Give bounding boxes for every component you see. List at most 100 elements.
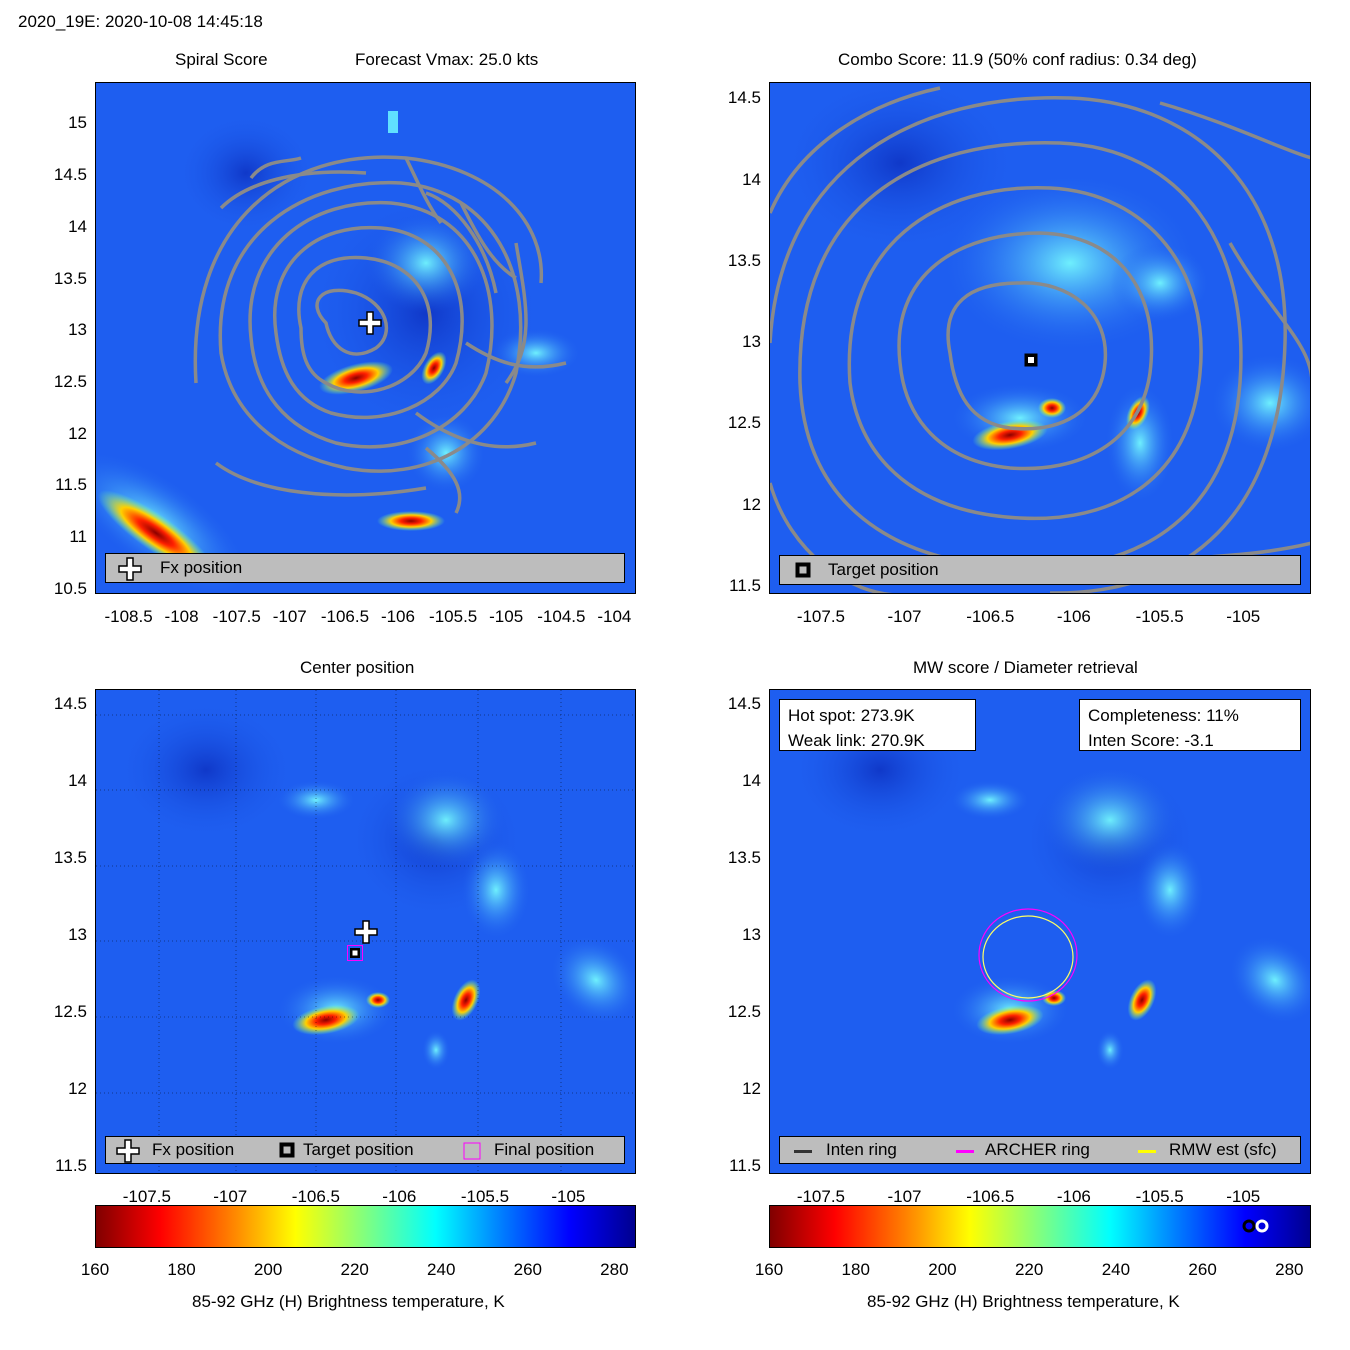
colorbar-tick-label: 200 xyxy=(928,1260,957,1279)
colorbar-left xyxy=(95,1205,636,1248)
y-tick-label: 12 xyxy=(742,494,761,514)
y-tick-label: 11.5 xyxy=(55,1156,87,1176)
x-tick-label: -105 xyxy=(1226,1187,1261,1206)
y-tick-label: 14.5 xyxy=(727,694,761,714)
y-tick-label: 14.5 xyxy=(727,88,761,108)
x-tick-label: -106.5 xyxy=(966,607,1015,626)
legend-target-position: Target position xyxy=(303,1140,414,1159)
target-square-icon xyxy=(278,1141,296,1164)
y-tick-label: 12.5 xyxy=(53,1002,87,1022)
legend-archer-ring: ARCHER ring xyxy=(985,1140,1090,1159)
x-tick-label: -107 xyxy=(272,607,307,626)
y-tick-label: 13 xyxy=(68,320,87,340)
y-tick-label: 13 xyxy=(68,925,87,945)
colorbar-tick-label: 260 xyxy=(1188,1260,1217,1279)
y-tick-label: 14 xyxy=(742,771,761,791)
weak-link-text: Weak link: 270.9K xyxy=(788,731,925,750)
legend-fx-position: Fx position xyxy=(160,558,243,577)
fx-position-marker-center xyxy=(354,920,378,944)
x-tick-label: -106.5 xyxy=(966,1187,1015,1206)
colorbar-tick-label: 260 xyxy=(513,1260,542,1279)
colorbar-tick-label: 280 xyxy=(1275,1260,1304,1279)
x-tick-label: -107 xyxy=(213,1187,248,1206)
x-tick-label: -106 xyxy=(1056,607,1091,626)
plus-icon xyxy=(116,1139,140,1168)
colorbar-tick-label: 240 xyxy=(427,1260,456,1279)
y-tick-label: 13.5 xyxy=(53,268,87,288)
legend-rmw-est: RMW est (sfc) xyxy=(1169,1140,1277,1159)
y-tick-label: 11.5 xyxy=(729,575,761,595)
x-tick-label: -107.5 xyxy=(796,607,846,626)
colorbar-tick-label: 180 xyxy=(167,1260,196,1279)
x-tick-label: -107 xyxy=(887,607,922,626)
final-square-icon xyxy=(463,1142,481,1165)
colorbar-tick-label: 240 xyxy=(1101,1260,1131,1279)
y-tick-label: 10.5 xyxy=(53,578,87,598)
x-tick-label: -106.5 xyxy=(320,607,370,626)
x-tick-label: -108 xyxy=(164,607,199,626)
x-tick-label: -105.5 xyxy=(1135,1187,1184,1206)
x-tick-label: -105.5 xyxy=(429,607,478,626)
x-tick-label: -107.5 xyxy=(122,1187,171,1206)
y-tick-label: 13 xyxy=(742,332,761,352)
y-tick-label: 11.5 xyxy=(729,1156,761,1176)
rmw-est-swatch xyxy=(1138,1150,1156,1153)
target-position-marker xyxy=(1023,352,1039,368)
colorbar-value-markers xyxy=(1242,1218,1272,1234)
inten-ring-swatch xyxy=(794,1150,812,1153)
spiral-title: Spiral Score xyxy=(175,50,268,69)
combo-title: Combo Score: 11.9 (50% conf radius: 0.34… xyxy=(838,50,1197,69)
x-tick-label: -106 xyxy=(382,1187,417,1206)
mw-score-plot xyxy=(769,689,1311,1174)
colorbar-tick-label: 220 xyxy=(1014,1260,1044,1279)
colorbar-tick-label: 180 xyxy=(841,1260,870,1279)
y-tick-label: 15 xyxy=(68,113,87,133)
legend-final-position: Final position xyxy=(494,1140,595,1159)
center-position-plot xyxy=(95,689,636,1174)
mw-title: MW score / Diameter retrieval xyxy=(913,658,1138,677)
completeness-info-box: Completeness: 11% Inten Score: -3.1 xyxy=(1079,699,1301,751)
y-tick-label: 14.5 xyxy=(53,165,87,185)
completeness-text: Completeness: 11% xyxy=(1088,706,1239,725)
y-tick-label: 13.5 xyxy=(727,250,761,270)
x-tick-label: -107.5 xyxy=(796,1187,846,1206)
y-tick-label: 14.5 xyxy=(53,694,87,714)
x-tick-label: -108.5 xyxy=(104,607,153,626)
x-tick-label: -105.5 xyxy=(1135,607,1184,626)
center-legend: Fx position Target position Final positi… xyxy=(105,1136,625,1164)
plus-icon xyxy=(118,557,142,586)
x-tick-label: -105 xyxy=(489,607,524,626)
archer-ring-swatch xyxy=(956,1150,974,1153)
y-tick-label: 14 xyxy=(68,771,87,791)
hot-spot-text: Hot spot: 273.9K xyxy=(788,706,915,725)
y-tick-label: 12 xyxy=(742,1079,761,1099)
legend-fx-position: Fx position xyxy=(152,1140,235,1159)
x-tick-label: -106 xyxy=(380,607,415,626)
x-tick-label: -105.5 xyxy=(460,1187,510,1206)
y-tick-label: 12 xyxy=(68,423,87,443)
colorbar-label-left: 85-92 GHz (H) Brightness temperature, K xyxy=(192,1292,505,1311)
colorbar-tick-label: 200 xyxy=(253,1260,283,1279)
colorbar-tick-label: 160 xyxy=(754,1260,784,1279)
y-tick-label: 12.5 xyxy=(53,371,87,391)
x-tick-label: -107 xyxy=(887,1187,922,1206)
y-tick-label: 12 xyxy=(68,1079,87,1099)
y-tick-label: 11 xyxy=(69,527,87,547)
inten-score-text: Inten Score: -3.1 xyxy=(1088,731,1214,750)
y-tick-label: 14 xyxy=(742,169,761,189)
mw-legend: Inten ring ARCHER ring RMW est (sfc) xyxy=(779,1136,1301,1164)
legend-inten-ring: Inten ring xyxy=(826,1140,897,1159)
y-tick-label: 11.5 xyxy=(55,475,87,495)
colorbar-label-right: 85-92 GHz (H) Brightness temperature, K xyxy=(867,1292,1180,1311)
target-square-icon xyxy=(794,561,812,584)
x-tick-label: -105 xyxy=(551,1187,586,1206)
y-tick-label: 12.5 xyxy=(727,1002,761,1022)
combo-score-plot xyxy=(769,82,1311,594)
y-tick-label: 13.5 xyxy=(53,848,87,868)
colorbar-tick-label: 220 xyxy=(340,1260,369,1279)
spiral-forecast-vmax: Forecast Vmax: 25.0 kts xyxy=(355,50,539,69)
colorbar-tick-label: 280 xyxy=(600,1260,629,1279)
x-tick-label: -105 xyxy=(1226,607,1261,626)
y-tick-label: 13.5 xyxy=(727,848,761,868)
fx-position-marker xyxy=(358,311,382,335)
